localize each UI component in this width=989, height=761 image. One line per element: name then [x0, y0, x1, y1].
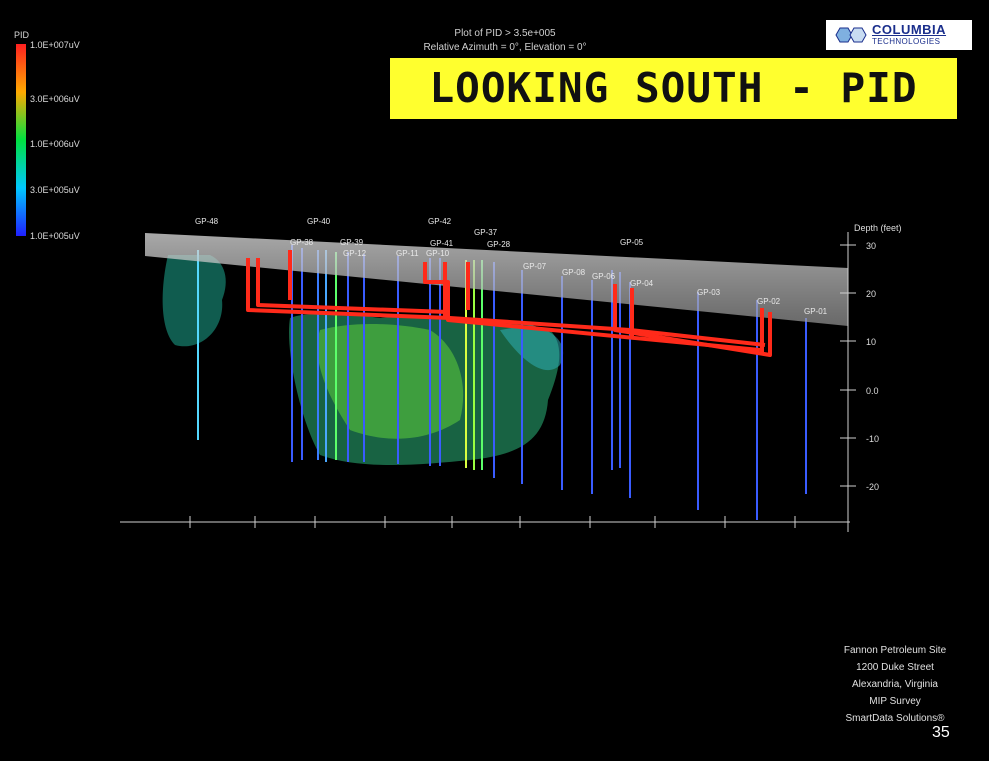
axes [120, 232, 856, 532]
well-label: GP-07 [523, 262, 547, 271]
well-label: GP-37 [474, 228, 498, 237]
well-label: GP-06 [592, 272, 616, 281]
depth-tick-minus10: -10 [866, 434, 880, 444]
hexagon-logo-icon [835, 27, 867, 43]
depth-tick-minus20: -20 [866, 482, 880, 492]
plume-volumes [162, 255, 564, 465]
logo-subtitle: TECHNOLOGIES [872, 37, 941, 46]
columbia-logo: COLUMBIA TECHNOLOGIES [826, 20, 972, 50]
ground-surface [145, 233, 848, 326]
logo-name: COLUMBIA [872, 22, 947, 37]
site-city: Alexandria, Virginia [852, 679, 938, 690]
site-address: 1200 Duke Street [856, 662, 934, 673]
depth-tick-0: 0.0 [866, 386, 879, 396]
well-label: GP-05 [620, 238, 644, 247]
well-label: GP-39 [340, 238, 364, 247]
plume-volume [317, 324, 464, 439]
legend-label-2: 3.0E+006uV [30, 94, 80, 104]
well-label: GP-42 [428, 217, 452, 226]
well-label: GP-11 [396, 249, 419, 258]
legend-color-bar [16, 44, 26, 236]
survey-type: MIP Survey [869, 696, 921, 707]
well-label: GP-48 [195, 217, 219, 226]
red-pipe [256, 258, 449, 314]
red-pipe [423, 262, 761, 352]
well-label: GP-28 [487, 240, 511, 249]
plot-subtitle: Relative Azimuth = 0°, Elevation = 0° [423, 42, 587, 53]
well-label: GP-03 [697, 288, 721, 297]
legend-label-1: 1.0E+007uV [30, 40, 80, 50]
well-label: GP-38 [290, 238, 314, 247]
site-name: Fannon Petroleum Site [843, 645, 947, 656]
well-label: GP-40 [307, 217, 331, 226]
red-pipe-network [246, 250, 772, 357]
plot-title: Plot of PID > 3.5e+005 [454, 28, 556, 39]
well-label: GP-10 [426, 249, 450, 258]
well-label: GP-41 [430, 239, 454, 248]
depth-tick-30: 30 [866, 241, 877, 251]
legend-title: PID [14, 30, 30, 40]
well-label: GP-08 [562, 268, 586, 277]
legend-label-5: 1.0E+005uV [30, 231, 80, 241]
plume-volume [162, 255, 226, 347]
legend-label-3: 1.0E+006uV [30, 139, 80, 149]
red-pipe [613, 284, 772, 357]
depth-tick-20: 20 [866, 289, 877, 299]
page-number: 35 [932, 724, 950, 741]
well-label: GP-02 [757, 297, 781, 306]
plume-volume [500, 325, 564, 371]
well-label: GP-01 [804, 307, 828, 316]
well-label: GP-04 [630, 279, 654, 288]
legend-label-4: 3.0E+005uV [30, 185, 80, 195]
depth-tick-10: 10 [866, 337, 877, 347]
software-credit: SmartData Solutions® [845, 713, 945, 724]
well-label: GP-12 [343, 249, 367, 258]
depth-axis-title: Depth (feet) [854, 223, 902, 233]
site-info: Fannon Petroleum Site 1200 Duke Street A… [818, 642, 972, 727]
view-banner: LOOKING SOUTH - PID [390, 58, 957, 119]
